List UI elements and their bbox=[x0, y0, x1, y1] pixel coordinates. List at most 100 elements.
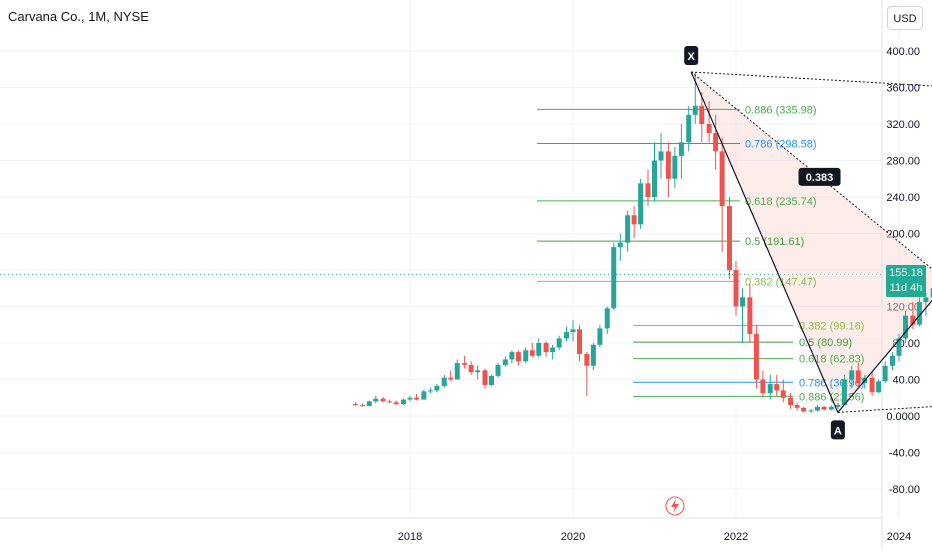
fib-level-label: 0.618 (62.83) bbox=[799, 354, 864, 366]
y-tick-label: 0.0000 bbox=[886, 411, 920, 423]
candle-body bbox=[930, 288, 932, 298]
candle-body bbox=[699, 105, 705, 124]
fib-level-label: 0.382 (99.16) bbox=[799, 321, 864, 333]
candle-body bbox=[427, 390, 433, 392]
candle-body bbox=[625, 215, 631, 243]
candle-body bbox=[740, 297, 746, 307]
candle-body bbox=[434, 385, 440, 391]
fib-level-label: 0.886 (335.98) bbox=[745, 104, 817, 116]
candle-body bbox=[889, 355, 895, 366]
ratio-label: 0.383 bbox=[806, 172, 834, 184]
candle-body bbox=[570, 329, 576, 333]
candle-body bbox=[536, 343, 542, 356]
point-label-box bbox=[830, 420, 845, 440]
candle-body bbox=[821, 406, 827, 410]
candle-body bbox=[366, 401, 372, 406]
candle-body bbox=[780, 390, 786, 398]
candle-body bbox=[448, 377, 454, 380]
y-tick-label: 120.00 bbox=[886, 302, 920, 314]
candle-body bbox=[529, 350, 535, 356]
y-tick-label: -80.00 bbox=[889, 484, 920, 496]
candle-body bbox=[495, 364, 501, 376]
candle-body bbox=[808, 410, 814, 412]
candle-body bbox=[767, 384, 773, 394]
candle-body bbox=[523, 350, 529, 362]
x-tick-label: 2022 bbox=[724, 531, 748, 543]
candle-body bbox=[393, 402, 399, 405]
fib-level-label: 0.786 (298.58) bbox=[745, 139, 817, 151]
point-label-box bbox=[684, 45, 699, 65]
currency-button[interactable]: USD bbox=[887, 6, 923, 30]
candle-body bbox=[373, 398, 379, 402]
pattern-ac-dotted bbox=[837, 406, 932, 413]
candle-body bbox=[645, 183, 651, 197]
candle-body bbox=[387, 401, 393, 403]
candle-body bbox=[835, 405, 841, 407]
candle-body bbox=[903, 315, 909, 339]
candle-body bbox=[719, 151, 725, 207]
candle-body bbox=[462, 363, 468, 365]
candle-body bbox=[597, 328, 603, 345]
y-tick-label: 200.00 bbox=[886, 229, 920, 241]
candle-body bbox=[665, 151, 671, 179]
x-tick-label: 2024 bbox=[887, 531, 911, 543]
pattern-xab-fill bbox=[691, 71, 932, 413]
candle-body bbox=[855, 370, 861, 384]
candle-body bbox=[482, 370, 488, 385]
candle-body bbox=[733, 270, 739, 307]
y-tick-label: -40.00 bbox=[889, 448, 920, 460]
candle-body bbox=[692, 105, 698, 115]
fib-level-label: 0.618 (235.74) bbox=[745, 196, 817, 208]
candle-body bbox=[584, 353, 590, 366]
candle-body bbox=[556, 338, 562, 348]
candle-body bbox=[753, 333, 759, 380]
candle-body bbox=[400, 399, 406, 405]
fib-level-label: 0.382 (147.47) bbox=[745, 276, 817, 288]
candle-body bbox=[563, 332, 569, 339]
candle-body bbox=[876, 381, 882, 393]
candle-body bbox=[910, 315, 916, 325]
pattern-legs bbox=[690, 71, 932, 414]
candle-body bbox=[631, 215, 637, 225]
y-tick-label: 400.00 bbox=[886, 46, 920, 58]
candle-body bbox=[706, 124, 712, 134]
candle-body bbox=[360, 405, 366, 407]
candle-body bbox=[760, 379, 766, 394]
candle-body bbox=[509, 352, 515, 360]
candle-body bbox=[489, 375, 494, 385]
candle-body bbox=[841, 379, 847, 406]
fib-level-label: 0.786 (36.96) bbox=[799, 377, 864, 389]
candle-body bbox=[380, 398, 386, 402]
y-tick-label: 360.00 bbox=[886, 83, 920, 95]
candle-body bbox=[747, 297, 753, 334]
candle-body bbox=[672, 155, 678, 179]
last-price-value: 155.18 bbox=[889, 267, 923, 279]
candle-body bbox=[638, 183, 644, 225]
candle-body bbox=[502, 359, 508, 365]
candle-body bbox=[543, 343, 549, 353]
candle-body bbox=[923, 297, 929, 302]
candle-body bbox=[869, 377, 875, 393]
ratio-box bbox=[798, 167, 841, 186]
candle-body bbox=[896, 338, 902, 356]
candle-body bbox=[454, 363, 460, 380]
candle-body bbox=[849, 370, 855, 380]
candle-body bbox=[421, 391, 427, 400]
candle-body bbox=[815, 406, 820, 411]
candle-body bbox=[468, 364, 474, 373]
candle-body bbox=[407, 397, 413, 400]
candle-body bbox=[577, 329, 583, 354]
candle-body bbox=[713, 133, 719, 152]
candle-body bbox=[617, 242, 623, 248]
candle-body bbox=[678, 142, 684, 156]
candle-body bbox=[686, 114, 692, 143]
candle-body bbox=[794, 405, 800, 408]
candle-body bbox=[414, 397, 420, 400]
y-tick-label: 240.00 bbox=[886, 192, 920, 204]
fib-level-label: 0.5 (191.61) bbox=[745, 236, 804, 248]
candle-body bbox=[352, 404, 358, 406]
candle-body bbox=[828, 406, 834, 410]
candle-body bbox=[774, 384, 780, 391]
